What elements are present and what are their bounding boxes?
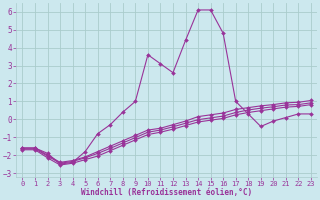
X-axis label: Windchill (Refroidissement éolien,°C): Windchill (Refroidissement éolien,°C)	[81, 188, 252, 197]
